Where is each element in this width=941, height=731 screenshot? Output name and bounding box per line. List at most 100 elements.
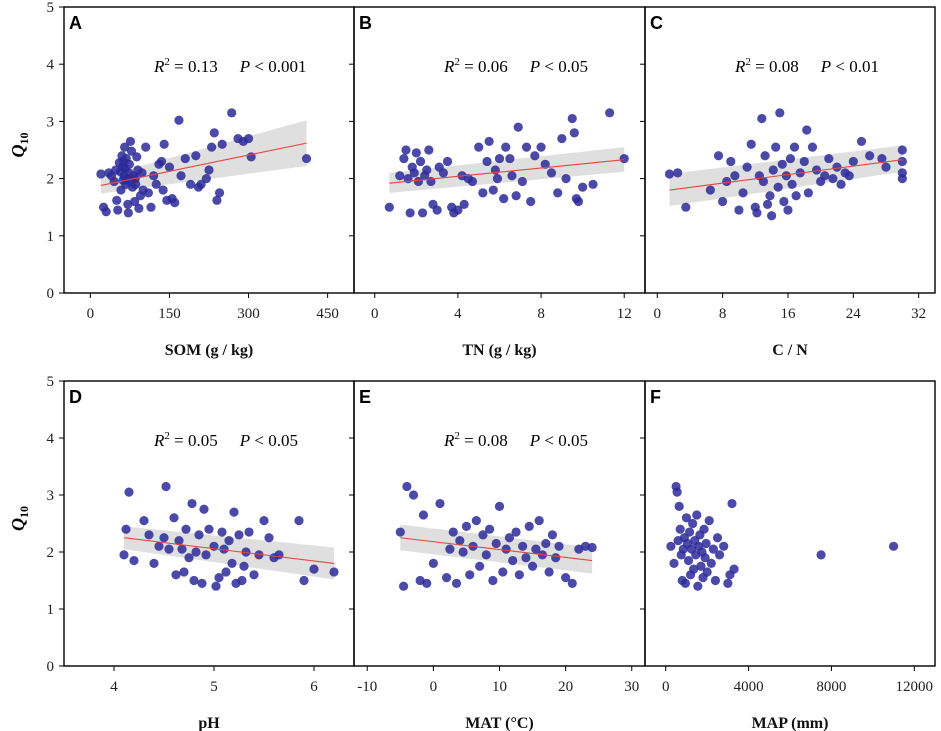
data-point — [513, 122, 523, 132]
data-point — [681, 513, 692, 523]
data-point — [227, 108, 237, 118]
data-point — [781, 171, 791, 181]
data-point — [239, 561, 249, 571]
y-tick-label: 2 — [47, 545, 55, 561]
stat-annotation: R2 = 0.13 P < 0.001 — [153, 56, 306, 76]
data-point — [451, 578, 462, 588]
data-point — [301, 153, 312, 164]
data-point — [120, 142, 130, 152]
data-point — [227, 558, 237, 569]
data-point — [422, 165, 432, 175]
data-point — [415, 156, 426, 167]
x-axis-title: pH — [198, 715, 220, 731]
data-point — [508, 555, 518, 566]
x-tick-label: 8 — [719, 306, 727, 322]
data-point — [779, 196, 789, 207]
stat-annotation: R2 = 0.08 P < 0.05 — [443, 430, 588, 450]
data-point — [730, 171, 740, 181]
data-point — [710, 575, 721, 586]
panel-B: 0 4 8 12 TN (g / kg) B R2 = 0.06 P < 0.05 — [349, 6, 646, 359]
x-tick-label: 5 — [210, 679, 218, 695]
data-point — [177, 544, 187, 554]
data-point — [888, 541, 899, 551]
data-point — [113, 205, 123, 215]
data-point — [492, 174, 503, 184]
data-point — [514, 570, 524, 580]
data-point — [554, 541, 564, 551]
data-point — [680, 578, 690, 588]
data-point — [511, 191, 521, 201]
data-point — [237, 575, 247, 586]
data-point — [144, 530, 154, 540]
data-point — [511, 527, 521, 537]
data-point — [204, 524, 214, 534]
panel-letter: B — [359, 13, 372, 33]
data-point — [189, 575, 199, 586]
data-point — [708, 544, 718, 554]
data-point — [159, 533, 169, 543]
data-point — [553, 188, 563, 198]
data-point — [481, 550, 491, 560]
data-point — [482, 156, 492, 167]
data-point — [746, 139, 756, 149]
data-point — [499, 194, 509, 204]
data-point — [169, 513, 179, 523]
data-point — [877, 153, 887, 164]
y-tick-label: 1 — [47, 602, 55, 618]
x-tick-label: 32 — [911, 306, 926, 322]
data-point — [666, 541, 676, 551]
x-tick-label: 0 — [654, 306, 662, 322]
data-point — [567, 113, 577, 124]
data-point — [705, 185, 715, 195]
y-axis-title: Q10 — [8, 133, 31, 158]
data-point — [191, 151, 201, 161]
x-axis-title: MAT (°C) — [465, 715, 533, 731]
data-point — [824, 153, 834, 164]
data-point — [561, 573, 571, 583]
data-point — [771, 142, 781, 152]
data-point — [121, 524, 131, 534]
regression-line — [669, 159, 903, 191]
data-point — [702, 567, 712, 577]
panel-letter: A — [69, 13, 82, 33]
x-tick-label: 20 — [558, 679, 573, 695]
data-point — [197, 578, 207, 588]
data-point — [488, 185, 498, 195]
data-point — [299, 575, 309, 586]
data-point — [125, 136, 136, 147]
data-point — [475, 561, 485, 571]
data-point — [504, 533, 515, 543]
regression-line — [400, 537, 593, 562]
panel-letter: E — [359, 387, 371, 407]
data-point — [527, 561, 538, 571]
data-point — [762, 199, 773, 209]
data-point — [758, 176, 769, 187]
plot-frame — [644, 380, 936, 667]
data-point — [484, 524, 495, 534]
data-point — [212, 195, 222, 205]
data-point — [474, 142, 484, 152]
data-point — [785, 153, 796, 164]
data-point — [546, 168, 557, 178]
data-point — [146, 202, 156, 212]
data-point — [402, 481, 412, 492]
data-point — [435, 498, 445, 509]
plot-frame — [63, 380, 355, 667]
x-tick-label: 150 — [158, 306, 181, 322]
data-point — [243, 133, 254, 144]
x-tick-label: 4 — [110, 679, 118, 695]
data-point — [524, 521, 534, 531]
data-point — [408, 490, 419, 500]
data-point — [734, 205, 744, 215]
y-tick-label: 5 — [47, 374, 55, 390]
data-point — [714, 550, 725, 560]
y-tick-label: 4 — [47, 57, 55, 73]
data-point — [684, 527, 695, 537]
data-point — [498, 567, 508, 577]
y-axis-title: Q10 — [8, 506, 31, 531]
data-point — [409, 168, 419, 178]
data-point — [494, 153, 505, 164]
data-point — [471, 516, 481, 526]
data-point — [551, 553, 561, 563]
